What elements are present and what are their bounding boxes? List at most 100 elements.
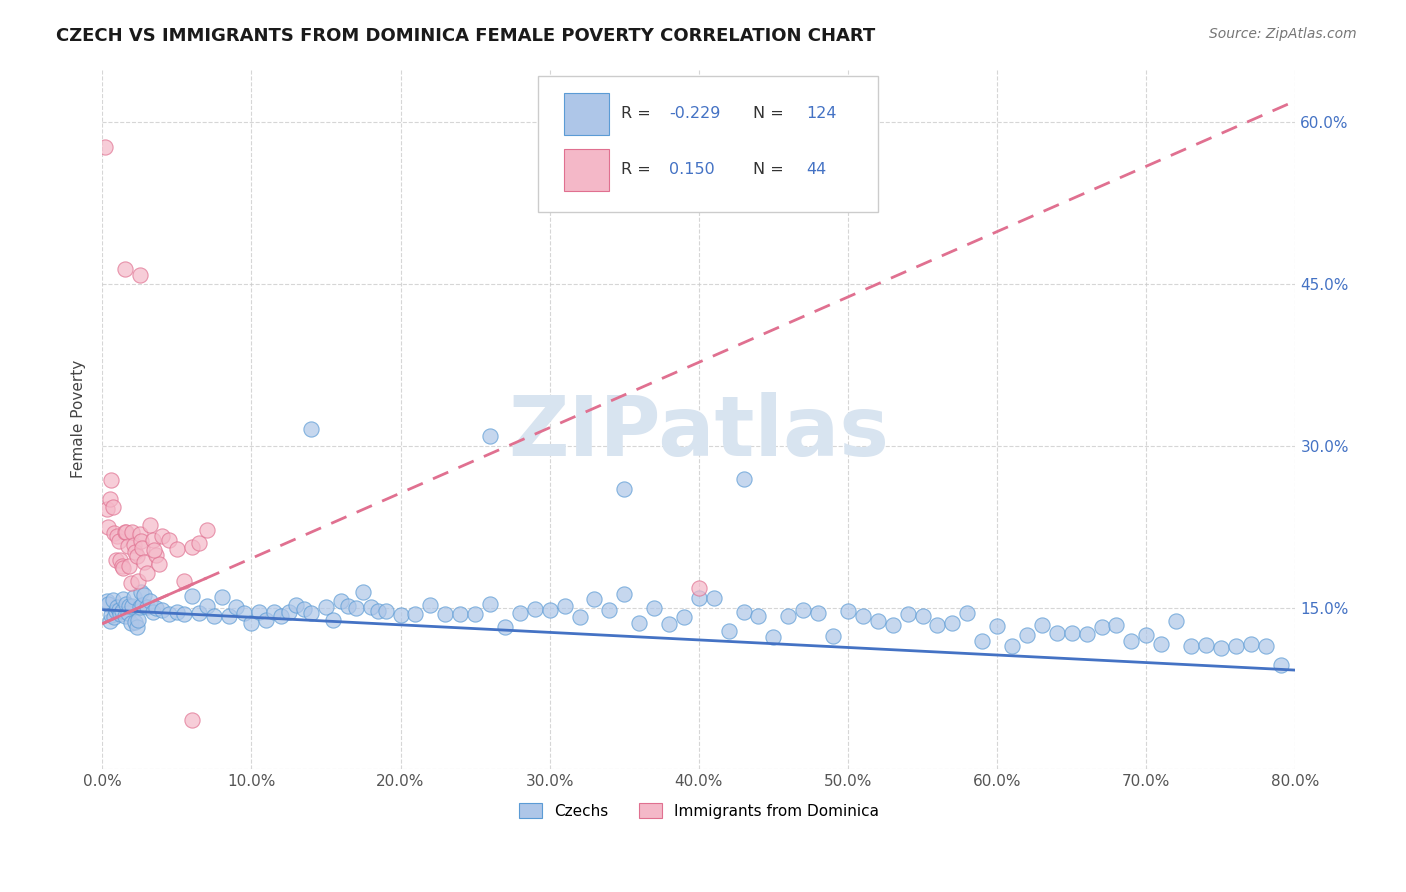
Text: 0.150: 0.150	[669, 162, 714, 177]
Point	[823, 629, 845, 643]
Point	[211, 590, 233, 604]
Y-axis label: Female Poverty: Female Poverty	[72, 359, 86, 478]
Point	[122, 539, 145, 553]
Text: N =: N =	[752, 106, 783, 121]
Point	[733, 605, 755, 619]
Point	[139, 594, 162, 608]
Text: -0.229: -0.229	[669, 106, 720, 121]
Text: CZECH VS IMMIGRANTS FROM DOMINICA FEMALE POVERTY CORRELATION CHART: CZECH VS IMMIGRANTS FROM DOMINICA FEMALE…	[56, 27, 876, 45]
Point	[131, 541, 153, 555]
Point	[108, 607, 131, 622]
Point	[132, 555, 155, 569]
Point	[494, 620, 516, 634]
Point	[1195, 638, 1218, 652]
Point	[285, 598, 308, 612]
Point	[733, 471, 755, 485]
Point	[173, 574, 195, 588]
Point	[1209, 641, 1232, 656]
Point	[232, 606, 254, 620]
Point	[143, 543, 166, 558]
Point	[292, 602, 315, 616]
Point	[598, 603, 620, 617]
Point	[299, 606, 322, 620]
Point	[389, 607, 412, 622]
Point	[104, 604, 127, 618]
Text: N =: N =	[752, 162, 783, 177]
Point	[120, 615, 142, 630]
Point	[188, 607, 211, 621]
Point	[277, 606, 299, 620]
Point	[97, 597, 120, 611]
Point	[613, 482, 636, 496]
Point	[374, 604, 396, 618]
Point	[658, 617, 681, 632]
Point	[112, 561, 135, 575]
Point	[434, 607, 457, 621]
Point	[180, 589, 202, 603]
FancyBboxPatch shape	[537, 76, 877, 212]
Point	[101, 500, 124, 514]
Point	[613, 587, 636, 601]
Point	[202, 608, 225, 623]
FancyBboxPatch shape	[564, 149, 609, 191]
Point	[125, 549, 148, 563]
Point	[129, 534, 152, 549]
Point	[762, 630, 785, 644]
Point	[1240, 637, 1263, 651]
Point	[1121, 634, 1143, 648]
Point	[352, 585, 374, 599]
Point	[94, 140, 117, 154]
Point	[96, 501, 118, 516]
Point	[538, 603, 561, 617]
Point	[479, 428, 502, 442]
Point	[1135, 628, 1157, 642]
Point	[114, 524, 136, 539]
Point	[360, 600, 382, 615]
Point	[404, 607, 426, 621]
Point	[112, 592, 135, 607]
Point	[124, 544, 146, 558]
Point	[96, 594, 118, 608]
Point	[717, 624, 740, 639]
Point	[254, 613, 277, 627]
Point	[103, 526, 125, 541]
Point	[509, 606, 531, 620]
Point	[1060, 625, 1083, 640]
Text: R =: R =	[621, 106, 651, 121]
Point	[128, 268, 150, 282]
Point	[479, 597, 502, 611]
Point	[941, 615, 963, 630]
Point	[464, 607, 486, 622]
Point	[139, 517, 162, 532]
Text: R =: R =	[621, 162, 651, 177]
Point	[367, 604, 389, 618]
Point	[523, 601, 546, 615]
Point	[142, 533, 165, 548]
Point	[866, 614, 889, 628]
Point	[554, 599, 576, 613]
Point	[897, 607, 920, 622]
Point	[127, 574, 149, 589]
Point	[1031, 618, 1053, 632]
Point	[107, 534, 129, 549]
Point	[344, 601, 367, 615]
Point	[911, 608, 934, 623]
Point	[166, 541, 188, 556]
Point	[270, 608, 292, 623]
Point	[927, 617, 949, 632]
Point	[107, 603, 129, 617]
Point	[145, 548, 167, 562]
Point	[703, 591, 725, 605]
Point	[1180, 640, 1202, 654]
Point	[583, 592, 606, 607]
Point	[128, 600, 150, 615]
Point	[114, 262, 136, 277]
Point	[956, 607, 979, 621]
Point	[157, 533, 180, 547]
Point	[105, 599, 128, 614]
Point	[150, 603, 173, 617]
Point	[120, 575, 142, 590]
Point	[747, 608, 769, 623]
Point	[145, 600, 167, 615]
Point	[180, 540, 202, 554]
